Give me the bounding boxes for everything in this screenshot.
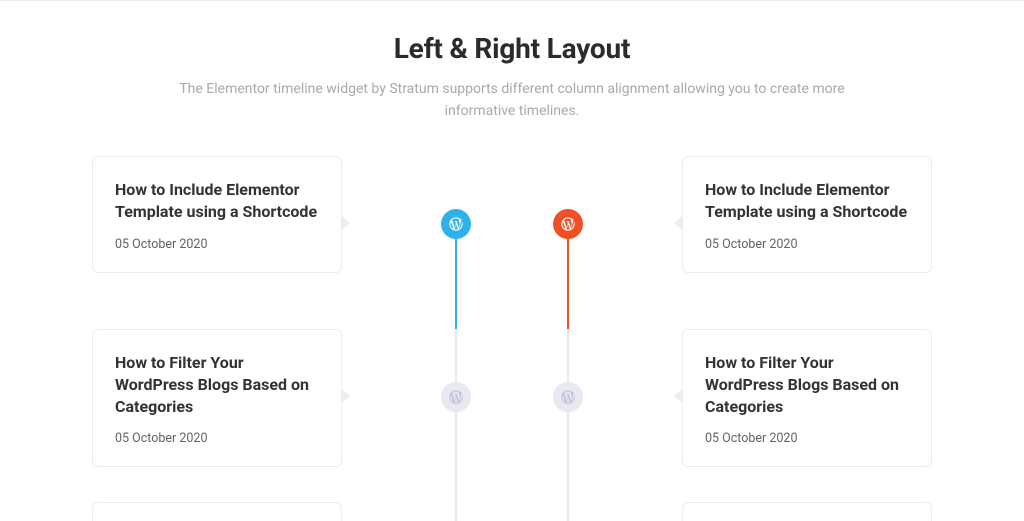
timeline-right: How to Include Elementor Template using … xyxy=(512,156,932,521)
card-connector xyxy=(674,216,682,230)
card-title: How to Include Elementor Template using … xyxy=(115,179,319,222)
timeline-line-right-active xyxy=(567,226,569,329)
page-subtitle: The Elementor timeline widget by Stratum… xyxy=(172,79,852,122)
timeline-line-left-active xyxy=(455,226,457,329)
timeline-dot[interactable] xyxy=(553,382,583,412)
timeline-card[interactable]: How to Include Elementor Template using … xyxy=(682,156,932,272)
wordpress-icon xyxy=(448,216,464,232)
card-date: 05 October 2020 xyxy=(115,431,319,446)
timeline-dot[interactable] xyxy=(553,209,583,239)
card-connector xyxy=(342,389,350,403)
timeline-columns: How to Include Elementor Template using … xyxy=(92,156,932,521)
timeline-line-right-inactive xyxy=(567,329,569,521)
page-root: Left & Right Layout The Elementor timeli… xyxy=(0,0,1024,521)
timeline-card[interactable]: How to Filter Your WordPress Blogs Based… xyxy=(92,329,342,467)
page-title: Left & Right Layout xyxy=(0,32,1024,65)
card-connector xyxy=(674,389,682,403)
card-date: 05 October 2020 xyxy=(705,431,909,446)
timeline-left: How to Include Elementor Template using … xyxy=(92,156,512,521)
timeline-card[interactable]: How to Filter Your WordPress Blogs Based… xyxy=(682,329,932,467)
card-date: 05 October 2020 xyxy=(115,237,319,252)
card-title: How to Filter Your WordPress Blogs Based… xyxy=(705,352,909,417)
card-connector xyxy=(342,216,350,230)
timeline-dot[interactable] xyxy=(441,209,471,239)
timeline-card-partial[interactable] xyxy=(92,502,342,521)
wordpress-icon xyxy=(560,389,576,405)
wordpress-icon xyxy=(448,389,464,405)
timeline-line-left-inactive xyxy=(455,329,457,521)
card-title: How to Filter Your WordPress Blogs Based… xyxy=(115,352,319,417)
timeline-card[interactable]: How to Include Elementor Template using … xyxy=(92,156,342,272)
card-title: How to Include Elementor Template using … xyxy=(705,179,909,222)
card-date: 05 October 2020 xyxy=(705,237,909,252)
wordpress-icon xyxy=(560,216,576,232)
timeline-card-partial[interactable] xyxy=(682,502,932,521)
timeline-dot[interactable] xyxy=(441,382,471,412)
